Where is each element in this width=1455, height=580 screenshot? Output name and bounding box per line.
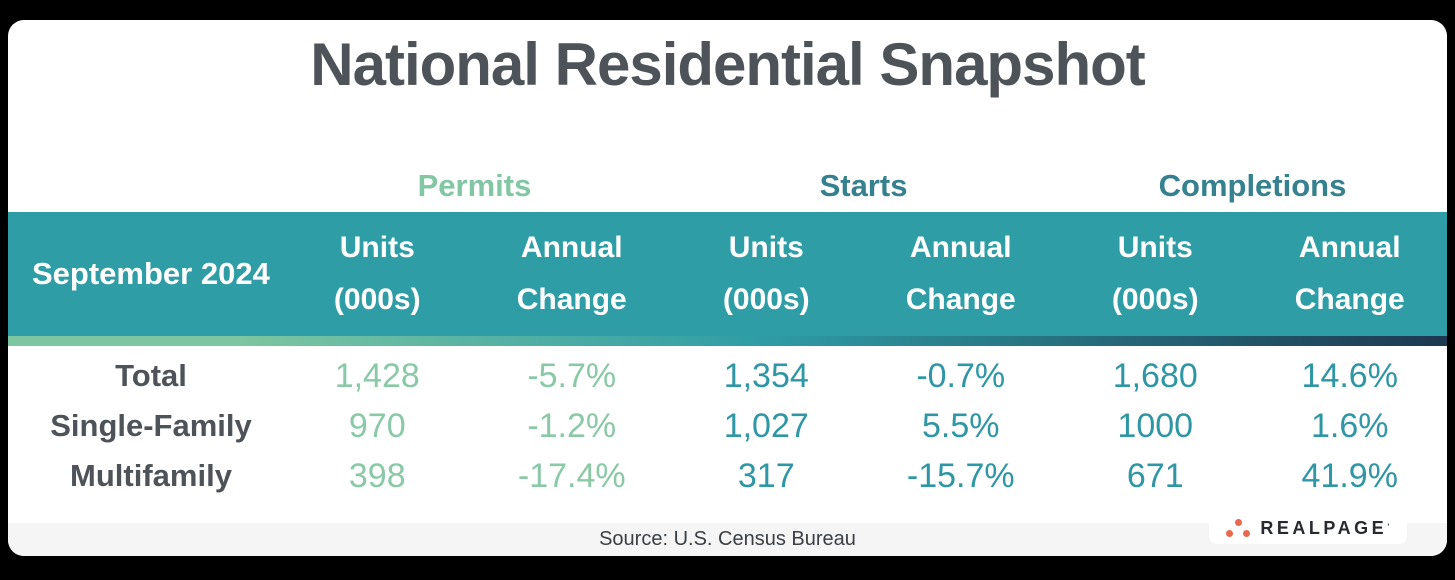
table-row-single-family: Single-Family 970 -1.2% 1,027 5.5% 1000 … [8, 401, 1447, 451]
cell-permits-units: 398 [348, 456, 406, 495]
column-header-starts-change: Annual Change [864, 222, 1059, 326]
group-label-starts: Starts [819, 168, 908, 203]
table-row-multifamily: Multifamily 398 -17.4% 317 -15.7% 671 41… [8, 451, 1447, 501]
cell-starts-units: 1,354 [723, 356, 809, 395]
column-header-permits-change: Annual Change [475, 222, 670, 326]
gradient-divider [8, 336, 1447, 346]
table-body: Total 1,428 -5.7% 1,354 -0.7% 1,680 14.6… [8, 351, 1447, 501]
realpage-dots-icon [1226, 518, 1252, 538]
column-header-line: Change [516, 283, 627, 316]
cell-completions-change: 41.9% [1301, 456, 1398, 495]
column-header-line: Annual [909, 231, 1012, 264]
column-header-completions-units: Units (000s) [1058, 222, 1253, 326]
cell-permits-change: -17.4% [517, 456, 626, 495]
column-header-line: (000s) [1111, 283, 1199, 316]
source-strip: Source: U.S. Census Bureau [8, 523, 1447, 556]
page-title: National Residential Snapshot [310, 31, 1145, 98]
column-header-completions-change: Annual Change [1253, 222, 1448, 326]
column-header-permits-units: Units (000s) [280, 222, 475, 326]
row-label: Multifamily [70, 458, 232, 493]
cell-permits-units: 970 [348, 406, 406, 445]
source-text: Source: U.S. Census Bureau [599, 528, 856, 550]
column-header-starts-units: Units (000s) [669, 222, 864, 326]
cell-permits-change: -1.2% [527, 406, 617, 445]
column-header-line: Annual [1298, 231, 1401, 264]
cell-completions-units: 1000 [1117, 406, 1194, 445]
row-label: Total [115, 358, 187, 393]
realpage-wordmark: REALPAGE [1260, 517, 1388, 538]
cell-permits-change: -5.7% [527, 356, 617, 395]
period-label: September 2024 [32, 256, 270, 291]
cell-starts-units: 1,027 [723, 406, 809, 445]
column-header-line: Change [1294, 283, 1405, 316]
cell-starts-units: 317 [737, 456, 795, 495]
column-header-line: (000s) [722, 283, 810, 316]
cell-completions-change: 14.6% [1301, 356, 1398, 395]
trademark-tick: ’ [1387, 522, 1390, 534]
table-row-total: Total 1,428 -5.7% 1,354 -0.7% 1,680 14.6… [8, 351, 1447, 401]
column-header-line: Annual [520, 231, 623, 264]
column-header-line: Units [339, 231, 415, 264]
cell-permits-units: 1,428 [334, 356, 420, 395]
cell-completions-units: 1,680 [1112, 356, 1198, 395]
group-label-permits: Permits [417, 168, 532, 203]
column-header-line: Change [905, 283, 1016, 316]
cell-starts-change: -0.7% [916, 356, 1006, 395]
group-header-row: Permits Starts Completions [8, 160, 1447, 212]
cell-completions-units: 671 [1126, 456, 1184, 495]
row-label: Single-Family [50, 408, 252, 443]
realpage-logo: REALPAGE ’ [1209, 512, 1407, 544]
snapshot-card: National Residential Snapshot Permits St… [8, 20, 1447, 556]
cell-starts-change: 5.5% [922, 406, 1000, 445]
cell-completions-change: 1.6% [1311, 406, 1389, 445]
column-header-line: Units [1117, 231, 1193, 264]
group-label-completions: Completions [1158, 168, 1347, 203]
column-header-line: Units [728, 231, 804, 264]
column-header-line: (000s) [333, 283, 421, 316]
cell-starts-change: -15.7% [906, 456, 1015, 495]
table-header-row: September 2024 Units (000s) Annual Chang… [8, 212, 1447, 336]
